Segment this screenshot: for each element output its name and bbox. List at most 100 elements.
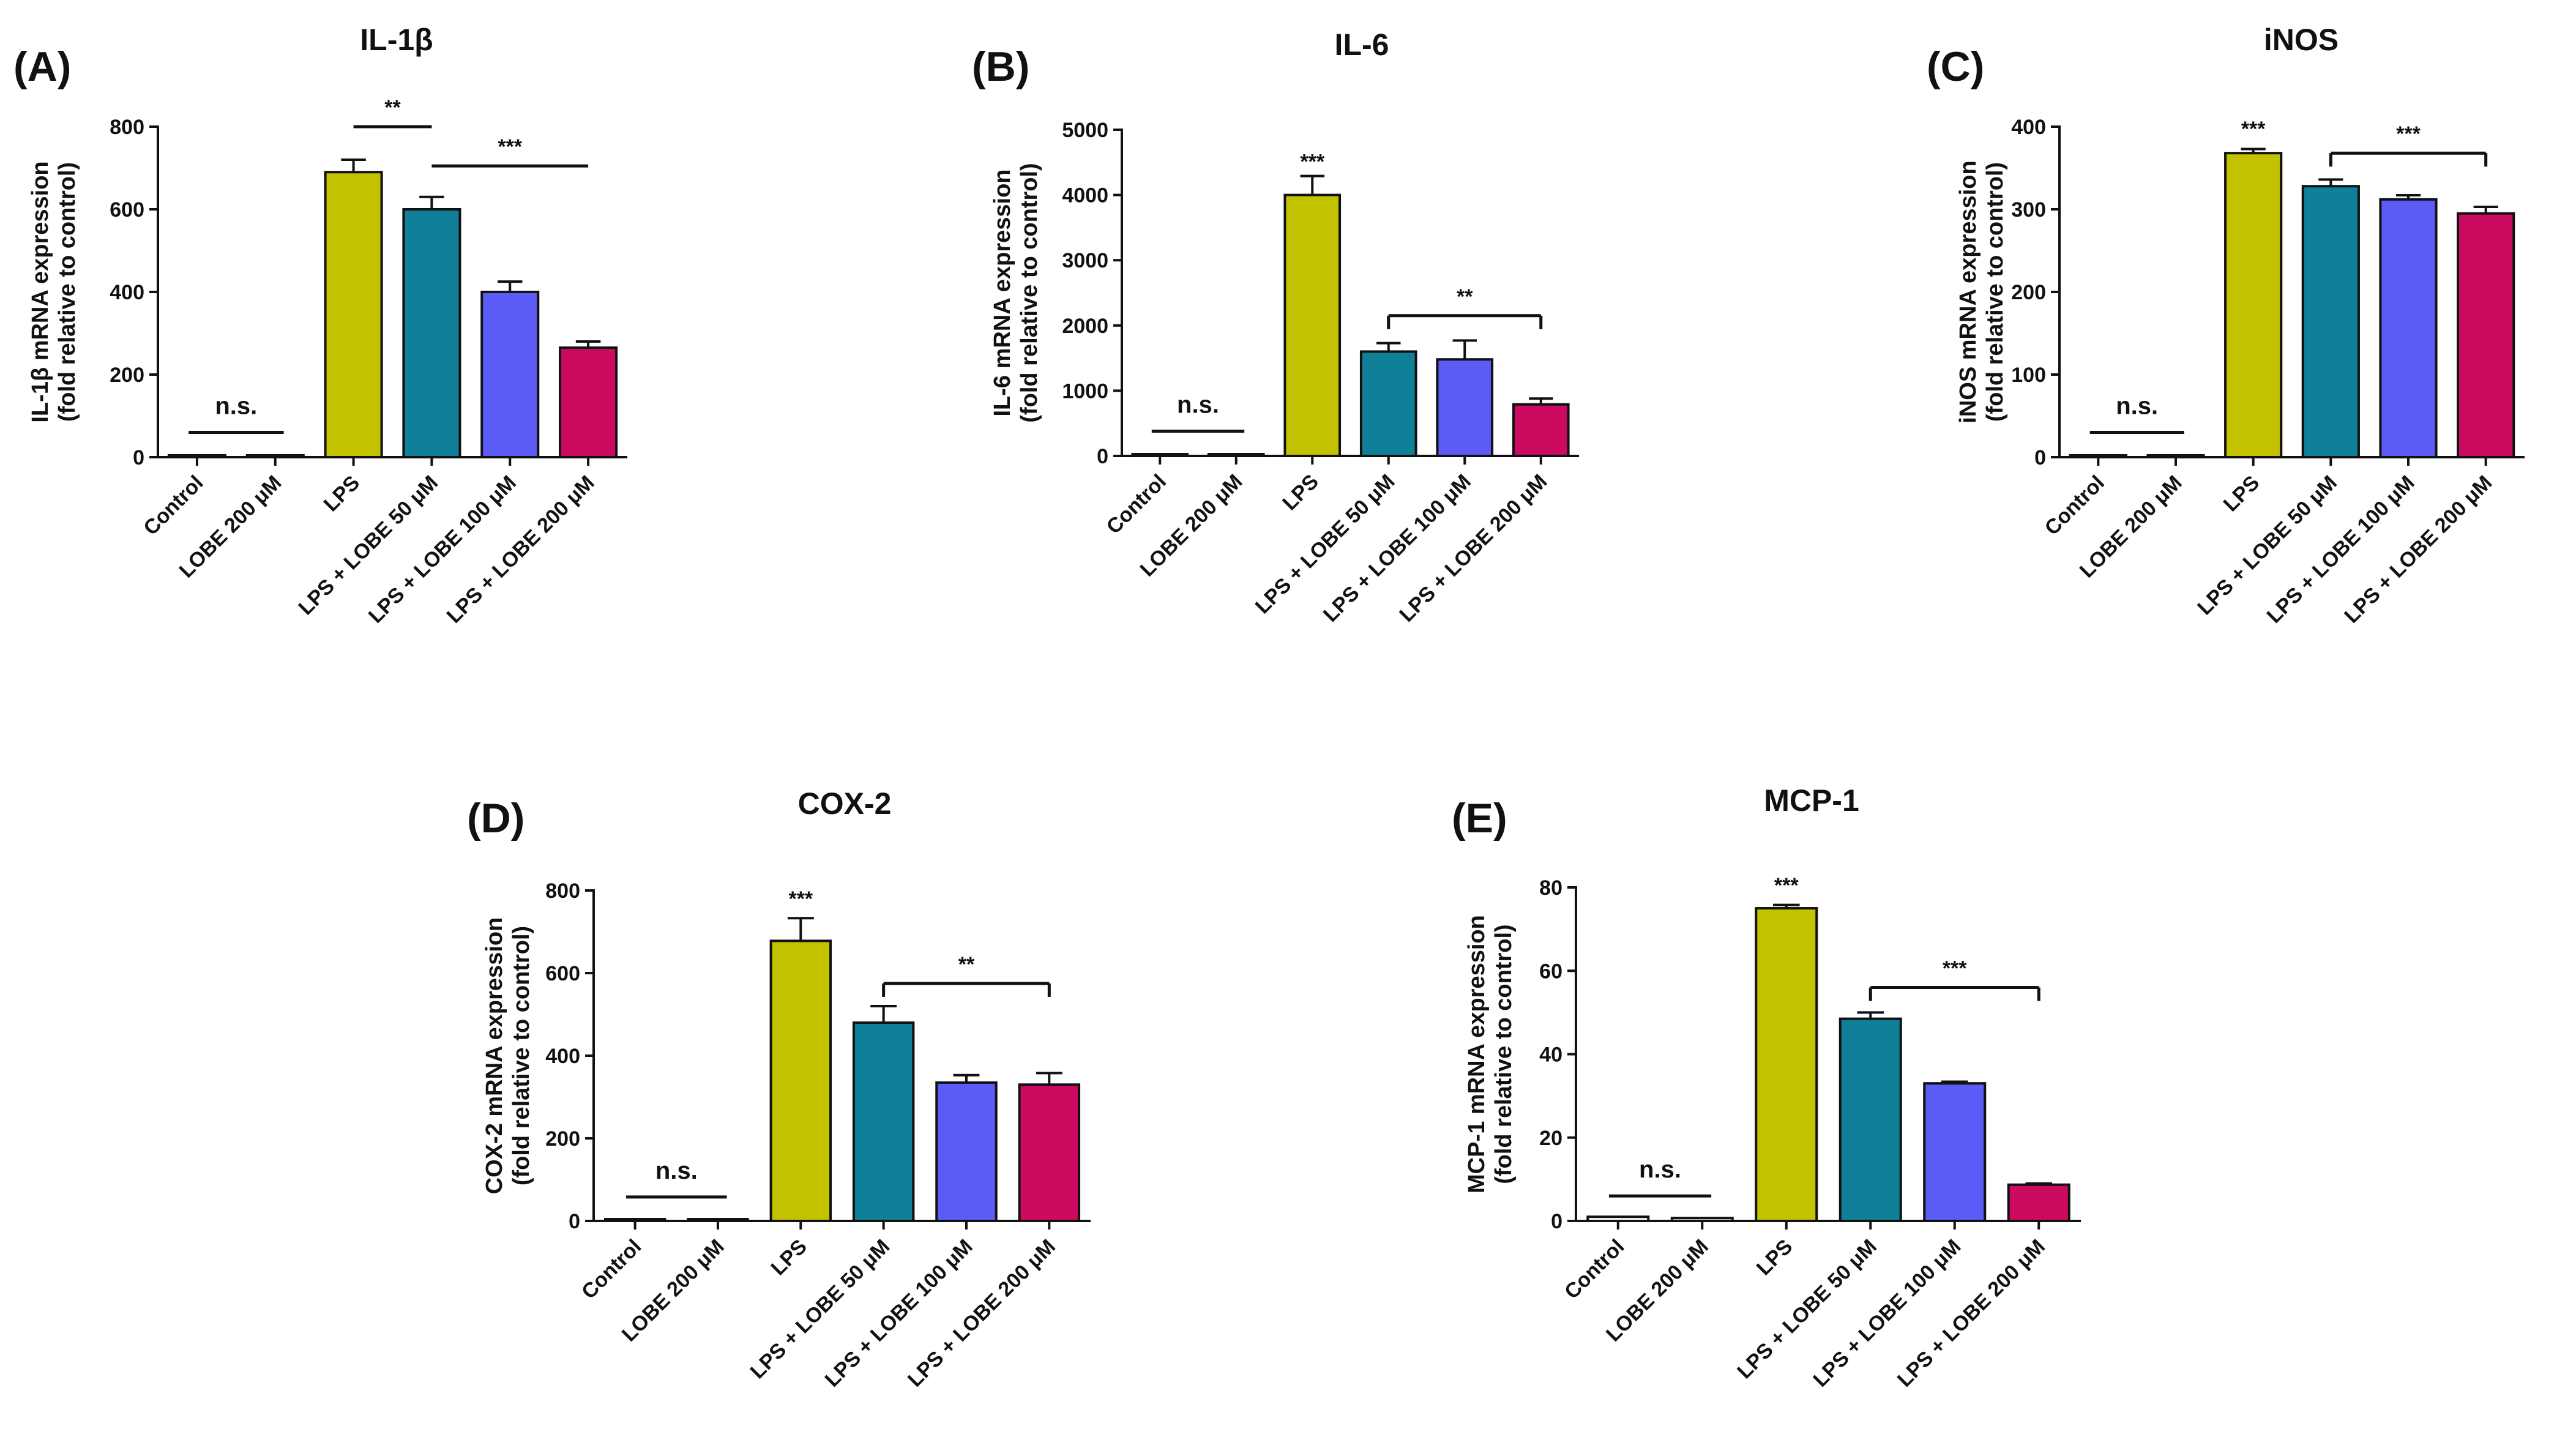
bar <box>2301 185 2360 458</box>
panel-label: (D) <box>467 795 525 842</box>
significance-label: *** <box>498 135 522 159</box>
bar <box>769 939 832 1222</box>
chart-title: IL-6 <box>1335 28 1389 62</box>
y-tick-label: 200 <box>110 364 144 387</box>
significance-label: ** <box>958 953 975 976</box>
significance-label: ** <box>1457 285 1473 308</box>
significance-label: *** <box>1300 150 1324 173</box>
significance-label: *** <box>1774 874 1799 897</box>
y-tick-label: 0 <box>1097 445 1108 468</box>
y-tick-label: 400 <box>2011 116 2046 139</box>
chart-panel-c: (C) iNOS iNOS mRNA expression(fold relativ… <box>1927 23 2525 628</box>
y-axis-label-line: IL-1β mRNA expression <box>28 161 53 422</box>
x-tick-label: LPS + LOBE 100 μM <box>821 1235 977 1392</box>
y-tick-label: 200 <box>545 1127 580 1151</box>
y-axis-label: IL-1β mRNA expression(fold relative to c… <box>28 161 80 422</box>
significance-label: *** <box>2396 122 2421 146</box>
x-tick-label: LPS + LOBE 200 μM <box>2340 471 2496 628</box>
y-tick-label: 5000 <box>1062 119 1108 142</box>
chart-panel-d: (D) COX-2 COX-2 mRNA expression(fold relat… <box>467 786 1091 1392</box>
y-tick-label: 100 <box>2011 364 2046 387</box>
y-axis-label: MCP-1 mRNA expression(fold relative to c… <box>1464 915 1517 1193</box>
y-axis-label: COX-2 mRNA expression(fold relative to c… <box>482 917 534 1195</box>
y-tick-label: 600 <box>545 962 580 985</box>
bar <box>1436 358 1494 457</box>
chart-title: iNOS <box>2264 23 2339 57</box>
ns-label: n.s. <box>2116 393 2158 420</box>
y-tick-label: 400 <box>545 1045 580 1068</box>
y-tick-label: 2000 <box>1062 315 1108 338</box>
bar <box>167 454 226 458</box>
bar <box>480 291 540 458</box>
x-tick-label: LPS + LOBE 200 μM <box>903 1235 1060 1392</box>
y-tick-label: 4000 <box>1062 184 1108 207</box>
significance-label: *** <box>1943 957 1967 980</box>
y-tick-label: 0 <box>569 1210 580 1233</box>
x-tick-label: LPS + LOBE 50 μM <box>1251 470 1400 619</box>
y-tick-label: 1000 <box>1062 379 1108 403</box>
x-tick-label: LPS <box>1752 1235 1798 1280</box>
ns-label: n.s. <box>655 1157 698 1184</box>
x-tick-label: LPS + LOBE 100 μM <box>364 471 521 628</box>
x-tick-label: LPS + LOBE 200 μM <box>1395 470 1551 627</box>
y-tick-label: 0 <box>133 446 144 469</box>
panel-label: (E) <box>1452 795 1507 842</box>
y-tick-label: 40 <box>1539 1043 1562 1067</box>
y-tick-label: 0 <box>1551 1210 1562 1233</box>
significance-label: *** <box>2241 118 2266 141</box>
chart-panel-b: (B) IL-6 IL-6 mRNA expression(fold relativ… <box>972 28 1579 627</box>
bar <box>1018 1083 1081 1222</box>
chart-title: COX-2 <box>798 786 892 821</box>
chart-title: MCP-1 <box>1764 783 1859 818</box>
y-tick-label: 800 <box>545 879 580 903</box>
bar <box>2146 454 2205 458</box>
y-tick-label: 80 <box>1539 876 1562 900</box>
x-tick-label: Control <box>577 1235 646 1304</box>
panel-label: (B) <box>972 43 1029 90</box>
bar <box>1670 1217 1734 1222</box>
y-tick-label: 200 <box>2011 281 2046 304</box>
x-tick-label: Control <box>2040 471 2109 540</box>
bar <box>1283 193 1342 457</box>
bar <box>852 1021 915 1222</box>
x-tick-label: LPS + LOBE 50 μM <box>294 471 442 620</box>
y-axis-label-line: (fold relative to control) <box>1982 162 2008 422</box>
bar <box>2007 1183 2070 1222</box>
y-tick-label: 400 <box>110 281 144 304</box>
y-axis-label-line: IL-6 mRNA expression <box>990 169 1015 416</box>
x-tick-label: LPS + LOBE 200 μM <box>442 471 599 628</box>
bar <box>2069 454 2127 458</box>
bar <box>1131 453 1189 457</box>
y-tick-label: 300 <box>2011 198 2046 222</box>
ns-label: n.s. <box>1177 391 1219 418</box>
bar <box>324 171 383 458</box>
ns-label: n.s. <box>215 393 257 420</box>
y-axis-label-line: (fold relative to control) <box>509 926 534 1185</box>
bar <box>1755 907 1818 1222</box>
bar <box>402 208 461 458</box>
bar <box>1512 403 1570 458</box>
bar <box>1839 1017 1902 1222</box>
y-axis-label-line: (fold relative to control) <box>1491 924 1517 1184</box>
y-axis-label-line: MCP-1 mRNA expression <box>1464 915 1490 1193</box>
bar <box>1923 1082 1987 1222</box>
bar <box>603 1218 666 1222</box>
x-tick-label: LPS + LOBE 50 μM <box>2193 471 2342 620</box>
chart-panel-a: (A) IL-1β IL-1β mRNA expression(fold relat… <box>13 23 627 628</box>
x-tick-label: LPS + LOBE 50 μM <box>746 1235 895 1384</box>
ns-label: n.s. <box>1639 1156 1681 1183</box>
panel-label: (C) <box>1927 43 1984 90</box>
x-tick-label: LPS <box>319 471 365 517</box>
significance-label: ** <box>384 96 401 119</box>
panel-label: (A) <box>13 43 71 90</box>
x-tick-label: LPS <box>1278 470 1323 515</box>
x-tick-label: LPS + LOBE 50 μM <box>1733 1235 1881 1384</box>
bar <box>2224 152 2283 458</box>
y-tick-label: 0 <box>2034 446 2046 469</box>
x-tick-label: Control <box>1102 470 1171 539</box>
bar <box>1359 350 1417 457</box>
x-tick-label: LPS + LOBE 100 μM <box>1319 470 1476 627</box>
x-tick-label: LPS + LOBE 100 μM <box>2263 471 2419 628</box>
y-axis-label: iNOS mRNA expression(fold relative to co… <box>1955 160 2008 423</box>
